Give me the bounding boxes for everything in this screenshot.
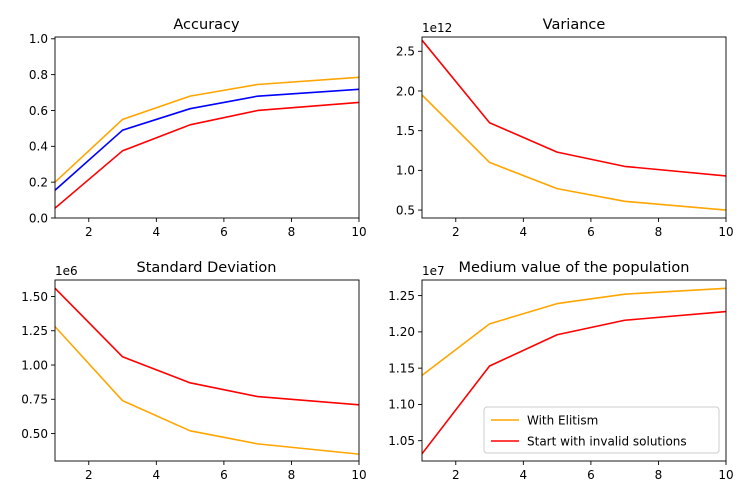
- legend-label-invalid-solutions: Start with invalid solutions: [527, 435, 687, 449]
- medium-value-x-tick-label: 4: [520, 468, 528, 482]
- medium-value-x-tick-label: 8: [655, 468, 663, 482]
- medium-value-offset-text: 1e7: [422, 264, 445, 278]
- accuracy-x-tick-label: 8: [288, 225, 296, 239]
- medium-value-y-tick-label: 1.10: [388, 398, 415, 412]
- medium-value-plot-area: 2 4 6 8 10 1.05 1.10 1.15 1.20 1.25: [388, 279, 734, 482]
- standard-deviation-x-tick-label: 4: [153, 468, 161, 482]
- variance-y-tick-label: 0.5: [396, 203, 415, 217]
- medium-value-series-line-0: [422, 287, 726, 377]
- subplot-medium-value: 2 4 6 8 10 1.05 1.10 1.15 1.20 1.25 Medium value …: [388, 260, 733, 482]
- variance-y-tick-label: 1.0: [396, 164, 415, 178]
- subplot-accuracy: 2 4 6 8 10 0.0 0.2 0.4 0.6 0.8 1.0 Accuracy: [29, 17, 367, 239]
- accuracy-series-line-1: [55, 88, 359, 191]
- accuracy-x-tick-label: 6: [220, 225, 228, 239]
- standard-deviation-y-tick-label: 0.75: [21, 393, 48, 407]
- standard-deviation-y-tick-label: 1.00: [21, 358, 48, 372]
- accuracy-title: Accuracy: [173, 17, 240, 33]
- variance-x-tick-label: 2: [452, 225, 460, 239]
- standard-deviation-axes-frame: [54, 279, 360, 462]
- variance-title: Variance: [543, 17, 606, 33]
- medium-value-y-tick-label: 1.05: [388, 434, 415, 448]
- accuracy-x-tick-label: 4: [153, 225, 161, 239]
- standard-deviation-x-tick-label: 6: [220, 468, 228, 482]
- accuracy-x-tick-label: 10: [351, 225, 366, 239]
- accuracy-y-tick-label: 0.6: [29, 104, 48, 118]
- accuracy-axes-frame: [54, 36, 360, 219]
- accuracy-y-tick-label: 0.2: [29, 175, 48, 189]
- accuracy-y-tick-label: 0.0: [29, 211, 48, 225]
- subplot-variance: 2 4 6 8 10 0.5 1.0 1.5 2.0 2.5 Variance 1e12: [396, 17, 734, 239]
- medium-value-y-tick-label: 1.25: [388, 289, 415, 303]
- medium-value-x-tick-label: 6: [587, 468, 595, 482]
- variance-x-tick-label: 4: [520, 225, 528, 239]
- standard-deviation-x-tick-label: 10: [351, 468, 366, 482]
- medium-value-title: Medium value of the population: [459, 260, 690, 276]
- variance-y-tick-label: 1.5: [396, 124, 415, 138]
- standard-deviation-y-tick-label: 0.50: [21, 427, 48, 441]
- legend-label-with-elitism: With Elitism: [527, 414, 598, 428]
- standard-deviation-plot-area: 2 4 6 8 10 0.50 0.75 1.00 1.25 1.50: [21, 279, 367, 482]
- variance-x-tick-label: 8: [655, 225, 663, 239]
- legend-frame: [483, 406, 720, 454]
- accuracy-x-tick-label: 2: [85, 225, 93, 239]
- standard-deviation-series-line-0: [55, 326, 359, 455]
- variance-axes-frame: [421, 36, 727, 219]
- accuracy-series-line-2: [55, 101, 359, 209]
- variance-y-tick-label: 2.0: [396, 84, 415, 98]
- accuracy-y-tick-label: 0.8: [29, 68, 48, 82]
- medium-value-y-tick-label: 1.20: [388, 325, 415, 339]
- variance-series-line-1: [422, 39, 726, 177]
- medium-value-y-tick-label: 1.15: [388, 361, 415, 375]
- variance-y-tick-label: 2.5: [396, 45, 415, 59]
- accuracy-plot-area: 2 4 6 8 10 0.0 0.2 0.4 0.6 0.8 1.0: [29, 32, 367, 239]
- variance-series-line-0: [422, 94, 726, 211]
- standard-deviation-title: Standard Deviation: [137, 260, 277, 276]
- variance-offset-text: 1e12: [422, 21, 452, 35]
- standard-deviation-series-line-1: [55, 287, 359, 406]
- subplot-standard-deviation: 2 4 6 8 10 0.50 0.75 1.00 1.25 1.50 Standard Devi…: [21, 260, 366, 482]
- variance-x-tick-label: 10: [718, 225, 733, 239]
- standard-deviation-y-tick-label: 1.50: [21, 290, 48, 304]
- standard-deviation-x-tick-label: 8: [288, 468, 296, 482]
- standard-deviation-offset-text: 1e6: [55, 264, 78, 278]
- standard-deviation-x-tick-label: 2: [85, 468, 93, 482]
- accuracy-y-tick-label: 0.4: [29, 140, 48, 154]
- variance-x-tick-label: 6: [587, 225, 595, 239]
- medium-value-x-tick-label: 10: [718, 468, 733, 482]
- standard-deviation-y-tick-label: 1.25: [21, 324, 48, 338]
- medium-value-x-tick-label: 2: [452, 468, 460, 482]
- legend: With Elitism Start with invalid solution…: [483, 406, 720, 454]
- variance-plot-area: 2 4 6 8 10 0.5 1.0 1.5 2.0 2.5: [396, 36, 734, 239]
- accuracy-series-line-0: [55, 76, 359, 183]
- accuracy-y-tick-label: 1.0: [29, 32, 48, 46]
- medium-value-axes-frame: [421, 279, 727, 462]
- medium-value-series-line-1: [422, 310, 726, 455]
